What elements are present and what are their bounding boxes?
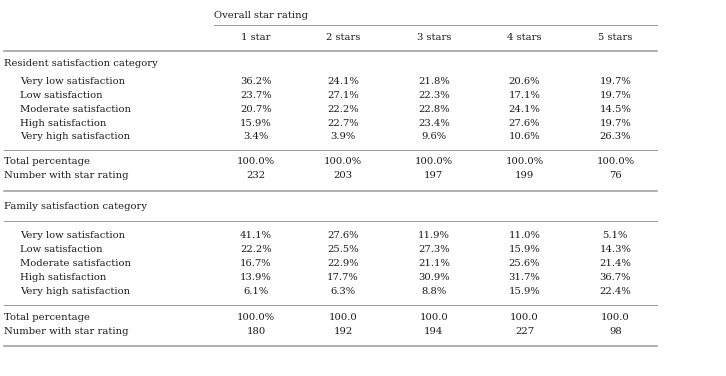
Text: 22.3%: 22.3% [418, 91, 449, 100]
Text: 227: 227 [515, 326, 534, 335]
Text: Very high satisfaction: Very high satisfaction [20, 287, 130, 296]
Text: 22.2%: 22.2% [327, 105, 359, 114]
Text: 19.7%: 19.7% [600, 76, 631, 85]
Text: 21.8%: 21.8% [418, 76, 449, 85]
Text: 22.9%: 22.9% [327, 259, 359, 267]
Text: Overall star rating: Overall star rating [214, 11, 308, 20]
Text: 24.1%: 24.1% [327, 76, 359, 85]
Text: Total percentage: Total percentage [4, 312, 89, 321]
Text: 30.9%: 30.9% [418, 273, 449, 282]
Text: 27.6%: 27.6% [509, 118, 540, 127]
Text: 17.7%: 17.7% [327, 273, 359, 282]
Text: 1 star: 1 star [241, 33, 271, 42]
Text: High satisfaction: High satisfaction [20, 118, 106, 127]
Text: 24.1%: 24.1% [509, 105, 540, 114]
Text: 6.3%: 6.3% [330, 287, 356, 296]
Text: Moderate satisfaction: Moderate satisfaction [20, 105, 131, 114]
Text: Very low satisfaction: Very low satisfaction [20, 230, 125, 240]
Text: 21.4%: 21.4% [600, 259, 631, 267]
Text: 2 stars: 2 stars [326, 33, 360, 42]
Text: 192: 192 [333, 326, 353, 335]
Text: 100.0: 100.0 [510, 312, 539, 321]
Text: Very high satisfaction: Very high satisfaction [20, 132, 130, 141]
Text: 22.4%: 22.4% [600, 287, 631, 296]
Text: 100.0%: 100.0% [237, 312, 275, 321]
Text: 4 stars: 4 stars [507, 33, 542, 42]
Text: 21.1%: 21.1% [418, 259, 449, 267]
Text: 5.1%: 5.1% [603, 230, 628, 240]
Text: 31.7%: 31.7% [509, 273, 540, 282]
Text: 194: 194 [424, 326, 444, 335]
Text: 100.0: 100.0 [329, 312, 357, 321]
Text: 25.5%: 25.5% [327, 244, 359, 253]
Text: 197: 197 [424, 171, 444, 180]
Text: 3.9%: 3.9% [330, 132, 356, 141]
Text: 22.2%: 22.2% [240, 244, 272, 253]
Text: 15.9%: 15.9% [509, 287, 540, 296]
Text: 100.0%: 100.0% [237, 158, 275, 167]
Text: 3.4%: 3.4% [243, 132, 269, 141]
Text: 11.0%: 11.0% [509, 230, 540, 240]
Text: Very low satisfaction: Very low satisfaction [20, 76, 125, 85]
Text: Number with star rating: Number with star rating [4, 326, 128, 335]
Text: 23.7%: 23.7% [240, 91, 272, 100]
Text: 76: 76 [609, 171, 621, 180]
Text: 17.1%: 17.1% [509, 91, 540, 100]
Text: 232: 232 [246, 171, 266, 180]
Text: 20.7%: 20.7% [240, 105, 272, 114]
Text: 23.4%: 23.4% [418, 118, 449, 127]
Text: Moderate satisfaction: Moderate satisfaction [20, 259, 131, 267]
Text: 22.7%: 22.7% [327, 118, 359, 127]
Text: 100.0%: 100.0% [415, 158, 453, 167]
Text: High satisfaction: High satisfaction [20, 273, 106, 282]
Text: 100.0: 100.0 [420, 312, 448, 321]
Text: 16.7%: 16.7% [240, 259, 272, 267]
Text: Resident satisfaction category: Resident satisfaction category [4, 59, 158, 68]
Text: 15.9%: 15.9% [240, 118, 272, 127]
Text: 15.9%: 15.9% [509, 244, 540, 253]
Text: 11.9%: 11.9% [418, 230, 449, 240]
Text: 5 stars: 5 stars [598, 33, 632, 42]
Text: 36.2%: 36.2% [240, 76, 272, 85]
Text: 26.3%: 26.3% [600, 132, 631, 141]
Text: 27.1%: 27.1% [327, 91, 359, 100]
Text: 41.1%: 41.1% [240, 230, 272, 240]
Text: 19.7%: 19.7% [600, 118, 631, 127]
Text: 27.3%: 27.3% [418, 244, 449, 253]
Text: 6.1%: 6.1% [243, 287, 269, 296]
Text: 3 stars: 3 stars [417, 33, 451, 42]
Text: 203: 203 [333, 171, 353, 180]
Text: 14.5%: 14.5% [600, 105, 631, 114]
Text: 180: 180 [246, 326, 266, 335]
Text: 10.6%: 10.6% [509, 132, 540, 141]
Text: 98: 98 [609, 326, 621, 335]
Text: 25.6%: 25.6% [509, 259, 540, 267]
Text: 22.8%: 22.8% [418, 105, 449, 114]
Text: Number with star rating: Number with star rating [4, 171, 128, 180]
Text: 36.7%: 36.7% [600, 273, 631, 282]
Text: Total percentage: Total percentage [4, 158, 89, 167]
Text: 100.0%: 100.0% [596, 158, 635, 167]
Text: 100.0%: 100.0% [505, 158, 544, 167]
Text: 14.3%: 14.3% [600, 244, 631, 253]
Text: 100.0%: 100.0% [324, 158, 362, 167]
Text: 8.8%: 8.8% [421, 287, 446, 296]
Text: Low satisfaction: Low satisfaction [20, 91, 102, 100]
Text: 27.6%: 27.6% [327, 230, 359, 240]
Text: Low satisfaction: Low satisfaction [20, 244, 102, 253]
Text: 100.0: 100.0 [601, 312, 629, 321]
Text: 9.6%: 9.6% [421, 132, 446, 141]
Text: 199: 199 [515, 171, 534, 180]
Text: 19.7%: 19.7% [600, 91, 631, 100]
Text: 20.6%: 20.6% [509, 76, 540, 85]
Text: 13.9%: 13.9% [240, 273, 272, 282]
Text: Family satisfaction category: Family satisfaction category [4, 203, 147, 211]
